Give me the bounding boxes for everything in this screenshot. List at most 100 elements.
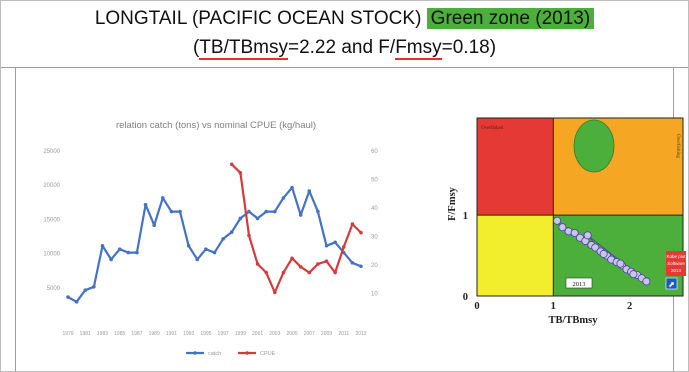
- series-point-catch: [204, 247, 208, 251]
- x-axis-tick-label: 2003: [269, 331, 280, 337]
- series-point-catch: [298, 213, 303, 217]
- subtitle-mid: =2.22 and F/: [287, 37, 396, 58]
- x-axis-tick-label: 2007: [304, 331, 315, 337]
- subtitle-fmsy-term: Fmsy: [395, 37, 442, 60]
- x-axis-tick-label: 2009: [321, 331, 332, 337]
- series-point-cpue: [273, 290, 277, 295]
- x-axis-tick-label: 2013: [355, 331, 366, 337]
- chart-title: relation catch (tons) vs nominal CPUE (k…: [116, 120, 316, 131]
- left-axis-tick-label: 15000: [43, 217, 60, 223]
- kobe-x-tick-label: 2: [627, 301, 632, 312]
- series-point-catch: [307, 189, 312, 193]
- point-label-box: [565, 277, 593, 289]
- green-ellipse: [573, 119, 615, 173]
- series-point-catch: [100, 243, 105, 248]
- series-point-catch: [229, 230, 234, 234]
- page-title: LONGTAIL (PACIFIC OCEAN STOCK) Green zon…: [1, 8, 688, 30]
- x-axis-tick-label: 1999: [235, 331, 246, 337]
- series-point-cpue: [350, 222, 355, 226]
- zone-label-overfished: Overfished: [481, 126, 504, 131]
- series-point-cpue: [324, 259, 329, 263]
- kobe-x-axis-label: TB/TBmsy: [548, 315, 598, 326]
- series-point-catch: [109, 257, 113, 262]
- series-line-catch: [67, 186, 362, 303]
- legend-marker-catch: [193, 351, 197, 355]
- series-point-cpue: [290, 256, 294, 261]
- series-point-catch: [178, 209, 182, 214]
- x-axis-tick-label: 2001: [252, 331, 263, 337]
- series-point-catch: [281, 196, 286, 200]
- right-axis-tick-label: 60: [371, 149, 378, 155]
- x-axis-tick-label: 1991: [166, 331, 177, 337]
- subtitle-end: =0.18): [441, 37, 497, 58]
- catch-cpue-line-chart: relation catch (tons) vs nominal CPUE (k…: [43, 120, 378, 357]
- right-axis-tick-label: 40: [371, 206, 378, 212]
- series-point-cpue: [298, 265, 303, 269]
- kobe-x-tick-label: 0: [474, 301, 479, 312]
- plot-frame: [476, 117, 684, 297]
- x-axis-tick-label: 1987: [131, 331, 142, 337]
- trajectory-point: [629, 270, 638, 279]
- title-main: LONGTAIL (PACIFIC OCEAN STOCK): [94, 8, 422, 29]
- series-point-catch: [247, 209, 251, 214]
- series-point-catch: [195, 257, 200, 262]
- x-axis-tick-label: 1997: [218, 331, 229, 337]
- series-point-catch: [143, 202, 148, 207]
- left-axis-tick-label: 10000: [43, 252, 60, 258]
- trajectory-point: [616, 259, 625, 268]
- trajectory-point: [553, 216, 562, 225]
- series-point-catch: [117, 247, 122, 251]
- subtitle-open: (: [192, 37, 200, 58]
- x-axis-tick-label: 1993: [183, 331, 194, 337]
- series-point-catch: [255, 216, 260, 221]
- x-axis-tick-label: 1979: [62, 331, 73, 337]
- left-axis-tick-label: 20000: [43, 183, 60, 189]
- x-axis-tick-label: 1983: [97, 331, 108, 337]
- series-point-cpue: [316, 262, 320, 266]
- kobe-y-tick-label: 0: [463, 292, 468, 303]
- left-axis-tick-label: 5000: [47, 286, 61, 292]
- x-axis-tick-label: 1985: [114, 331, 125, 337]
- series-point-catch: [359, 264, 363, 269]
- series-point-catch: [152, 223, 156, 228]
- series-point-cpue: [238, 171, 243, 175]
- series-point-catch: [264, 209, 269, 214]
- kobe-plot: Overfished Overfishing 2013 0 1 0 1 2 F/Fmsy TB/T…: [447, 117, 686, 326]
- series-point-cpue: [229, 162, 234, 167]
- legend-label-catch: catch: [208, 351, 221, 357]
- software-badge-text: 2013: [671, 268, 682, 273]
- kobe-y-tick-label: 1: [463, 211, 468, 222]
- software-logo-glyph: ⬈: [668, 280, 675, 289]
- trajectory-point: [583, 231, 592, 240]
- series-point-catch: [273, 209, 277, 214]
- trajectory-point: [642, 277, 651, 286]
- series-point-catch: [350, 261, 355, 265]
- zone-overfishing: [553, 118, 683, 216]
- point-label-year: 2013: [573, 281, 586, 288]
- series-point-catch: [290, 185, 294, 190]
- kobe-y-axis-label: F/Fmsy: [447, 186, 458, 221]
- series-point-catch: [160, 196, 165, 200]
- series-point-cpue: [247, 233, 251, 238]
- series-point-catch: [169, 209, 174, 214]
- series-point-catch: [324, 243, 329, 248]
- x-axis-tick-label: 1995: [200, 331, 211, 337]
- series-point-cpue: [307, 270, 312, 275]
- legend-label-cpue: CPUE: [260, 351, 276, 357]
- trajectory-point: [570, 228, 579, 237]
- trajectory-point: [599, 249, 608, 258]
- series-point-catch: [221, 237, 225, 241]
- x-axis-tick-label: 1981: [80, 331, 91, 337]
- series-point-catch: [238, 216, 243, 221]
- series-point-cpue: [281, 270, 286, 275]
- series-point-cpue: [359, 230, 363, 235]
- left-axis-tick-label: 25000: [43, 149, 60, 155]
- zone-overfished: [477, 118, 554, 216]
- series-point-cpue: [333, 270, 337, 275]
- series-line-cpue: [230, 163, 362, 294]
- series-point-catch: [186, 243, 191, 248]
- right-axis-tick-label: 30: [371, 235, 378, 241]
- series-point-catch: [74, 300, 79, 304]
- kobe-x-tick-label: 1: [551, 301, 556, 312]
